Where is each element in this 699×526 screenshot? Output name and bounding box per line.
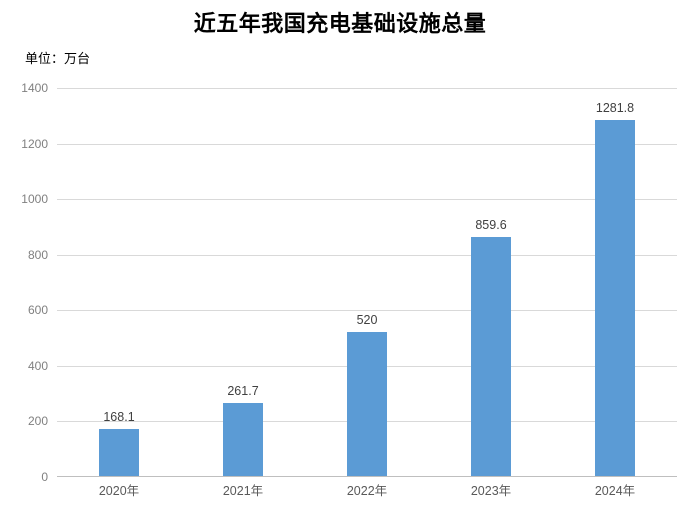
gridline	[57, 199, 677, 201]
bar-2024年	[595, 119, 635, 476]
y-axis-tick-label: 1200	[21, 136, 48, 151]
x-axis-tick-label: 2022年	[346, 484, 388, 498]
bar-2021年	[223, 403, 263, 476]
bar-value-label: 261.7	[227, 384, 259, 399]
y-axis-tick-label: 1400	[21, 81, 48, 95]
y-axis-tick-label: 800	[27, 247, 48, 262]
y-axis-tick-label: 600	[27, 303, 48, 318]
plot-area: 0 200 400 600 800 1000 1200 1400 168.1 2020年 261.7…	[21, 81, 677, 498]
bar-value-label: 1281.8	[595, 100, 635, 115]
bar-value-label: 168.1	[103, 410, 135, 425]
y-axis-tick-label: 200	[27, 414, 48, 429]
unit-label: 单位：万台	[25, 51, 91, 66]
bar-2022年	[347, 331, 387, 476]
gridline	[57, 88, 677, 89]
x-axis-line	[57, 476, 677, 477]
gridline	[57, 310, 677, 312]
x-axis-tick-label: 2021年	[222, 484, 264, 498]
y-axis-tick-label: 400	[27, 358, 48, 373]
y-axis-tick-label: 0	[41, 470, 48, 484]
gridline	[57, 143, 677, 145]
y-axis-tick-label: 1000	[21, 192, 48, 207]
x-axis-tick-label: 2020年	[98, 484, 140, 498]
x-axis-tick-label: 2023年	[470, 484, 512, 498]
x-axis-tick-label: 2024年	[594, 484, 636, 498]
gridline	[57, 254, 677, 256]
bar-2023年	[471, 237, 511, 476]
bar-value-label: 520	[356, 312, 378, 327]
chart-title: 近五年我国充电基础设施总量	[193, 11, 487, 37]
bar-value-label: 859.6	[475, 218, 507, 233]
bar-2020年	[99, 429, 139, 476]
